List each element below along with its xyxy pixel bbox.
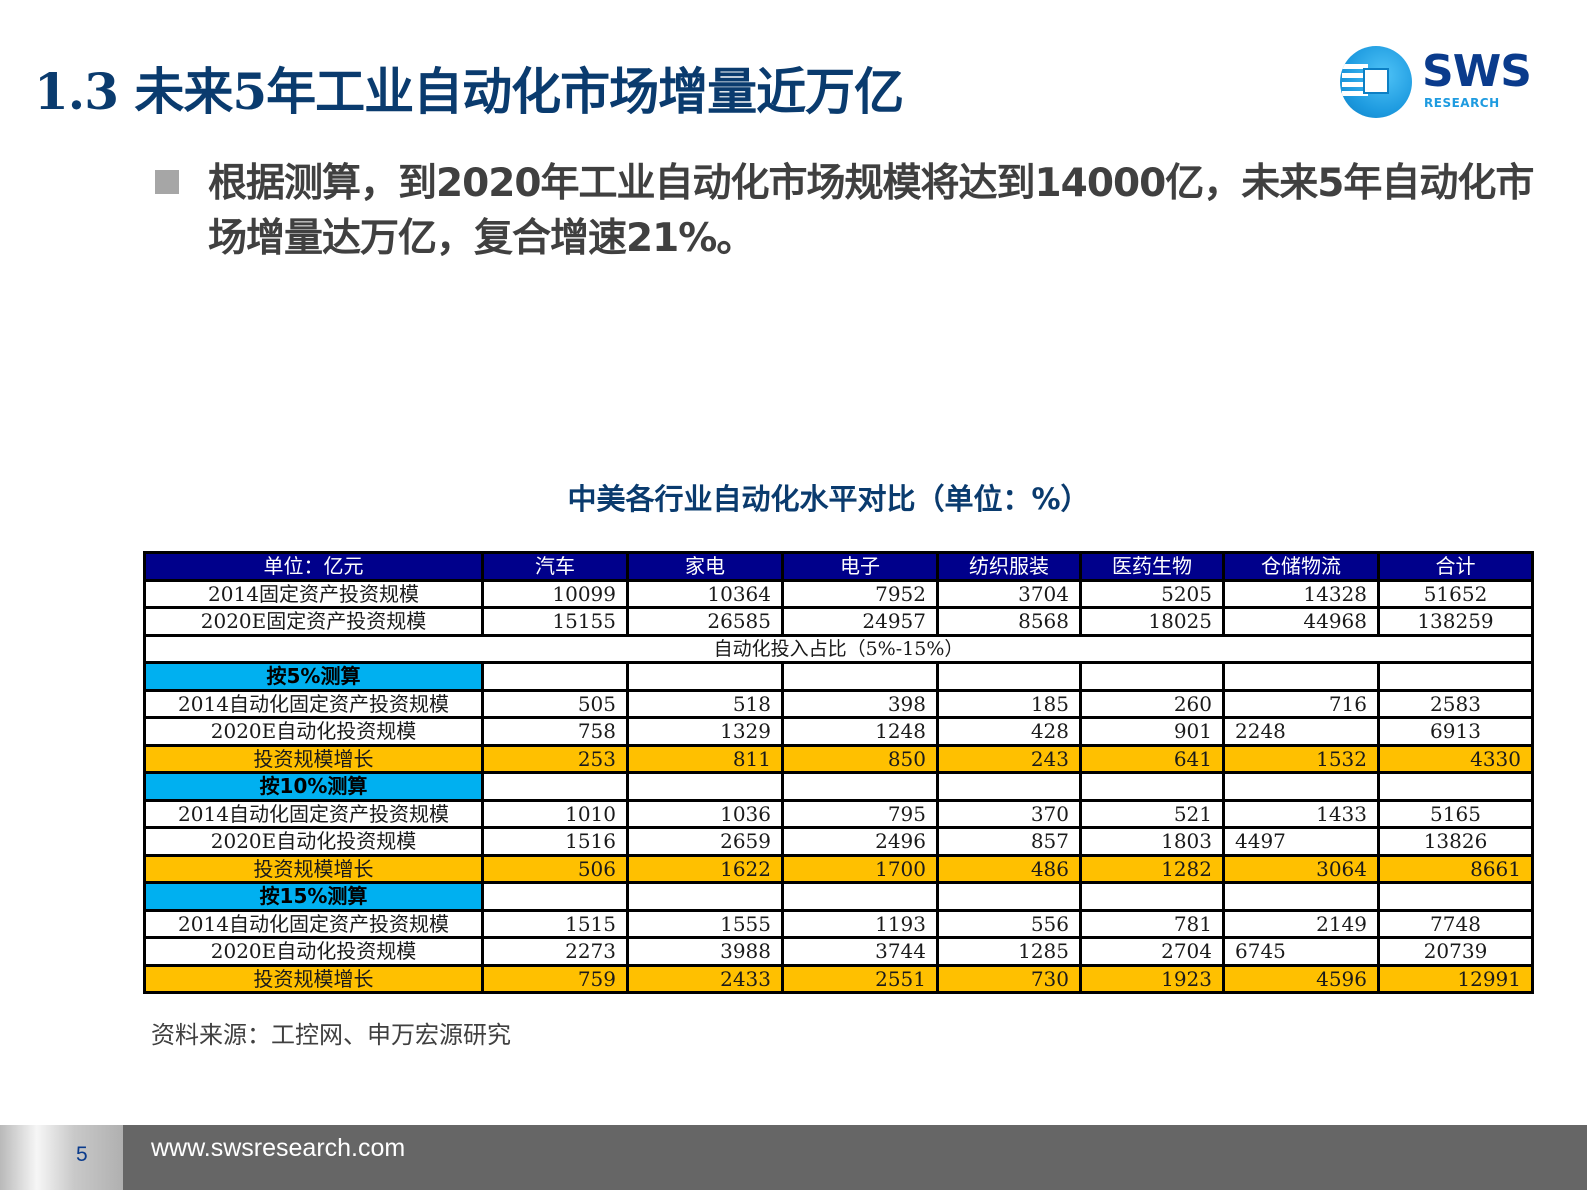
footer: 5 www.swsresearch.com bbox=[0, 1125, 1587, 1190]
table-row: 2014固定资产投资规模 10099 10364 7952 3704 5205 … bbox=[143, 578, 1534, 609]
header-logistics: 仓储物流 bbox=[1222, 551, 1380, 582]
logo-subtext: RESEARCH bbox=[1424, 96, 1500, 110]
slide-title: 1.3 未来5年工业自动化市场增量近万亿 bbox=[34, 62, 904, 121]
logo-text: SWS bbox=[1422, 46, 1532, 97]
source-note: 资料来源：工控网、申万宏源研究 bbox=[151, 1021, 511, 1049]
bullet-text: 根据测算，到2020年工业自动化市场规模将达到14000亿，未来5年自动化市场增… bbox=[208, 161, 1534, 261]
header-pharma: 医药生物 bbox=[1079, 551, 1225, 582]
table-row: 2020E固定资产投资规模 15155 26585 24957 8568 180… bbox=[143, 606, 1534, 637]
header-total: 合计 bbox=[1377, 551, 1534, 582]
section-row-5pct: 按5%测算 bbox=[143, 661, 1534, 692]
header-unit: 单位：亿元 bbox=[143, 551, 484, 582]
footer-url[interactable]: www.swsresearch.com bbox=[151, 1134, 406, 1162]
section-row-10pct: 按10%测算 bbox=[143, 771, 1534, 802]
sws-logo: SWS RESEARCH bbox=[1340, 44, 1540, 120]
header-auto: 汽车 bbox=[481, 551, 629, 582]
bullet-square-icon bbox=[155, 170, 179, 194]
growth-row: 投资规模增长 759 2433 2551 730 1923 4596 12991 bbox=[143, 963, 1534, 994]
data-table: 单位：亿元 汽车 家电 电子 纺织服装 医药生物 仓储物流 合计 2014固定资… bbox=[143, 551, 1534, 994]
table-row: 2014自动化固定资产投资规模 1010 1036 795 370 521 14… bbox=[143, 798, 1534, 829]
section-row-15pct: 按15%测算 bbox=[143, 881, 1534, 912]
table-title: 中美各行业自动化水平对比（单位：%） bbox=[567, 482, 1090, 516]
footer-bar: www.swsresearch.com bbox=[123, 1125, 1587, 1190]
page-number-box: 5 bbox=[0, 1125, 123, 1190]
table-row: 2020E自动化投资规模 2273 3988 3744 1285 2704 67… bbox=[143, 936, 1534, 967]
note-row: 自动化投入占比（5%-15%） bbox=[143, 633, 1534, 664]
growth-row: 投资规模增长 253 811 850 243 641 1532 4330 bbox=[143, 743, 1534, 774]
table-header-row: 单位：亿元 汽车 家电 电子 纺织服装 医药生物 仓储物流 合计 bbox=[143, 551, 1534, 582]
table-row: 2020E自动化投资规模 1516 2659 2496 857 1803 449… bbox=[143, 826, 1534, 857]
table-row: 2014自动化固定资产投资规模 505 518 398 185 260 716 … bbox=[143, 688, 1534, 719]
growth-row: 投资规模增长 506 1622 1700 486 1282 3064 8661 bbox=[143, 853, 1534, 884]
table-row: 2014自动化固定资产投资规模 1515 1555 1193 556 781 2… bbox=[143, 908, 1534, 939]
sws-logo-icon bbox=[1340, 46, 1412, 118]
header-electronics: 电子 bbox=[781, 551, 939, 582]
header-textile: 纺织服装 bbox=[936, 551, 1082, 582]
header-appliance: 家电 bbox=[626, 551, 784, 582]
table-row: 2020E自动化投资规模 758 1329 1248 428 901 2248 … bbox=[143, 716, 1534, 747]
page-number: 5 bbox=[76, 1143, 88, 1166]
